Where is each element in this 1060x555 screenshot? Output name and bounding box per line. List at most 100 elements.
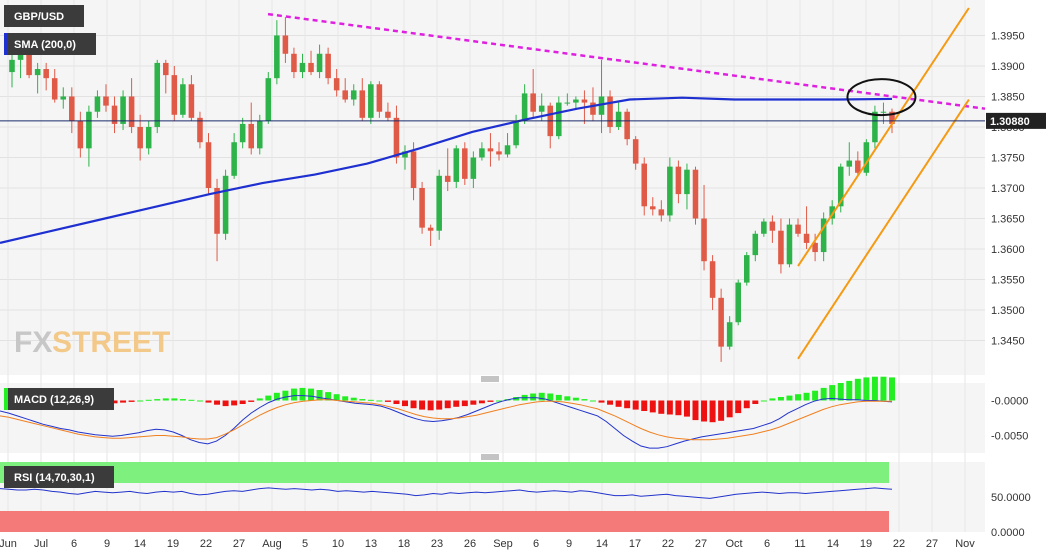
x-tick-label: Aug bbox=[262, 538, 282, 550]
candle-body bbox=[573, 99, 579, 103]
candle-body bbox=[282, 35, 289, 54]
sma-color-swatch bbox=[4, 33, 8, 55]
candle-body bbox=[462, 148, 468, 179]
candle-body bbox=[521, 93, 528, 121]
macd-histogram-bar bbox=[478, 400, 485, 404]
macd-histogram-bar bbox=[572, 397, 579, 401]
x-tick-label: 9 bbox=[566, 538, 572, 550]
x-tick-label: 14 bbox=[827, 538, 839, 550]
candle-body bbox=[752, 233, 759, 256]
pane-resize-handle-1[interactable] bbox=[481, 376, 499, 382]
descending-trendline bbox=[267, 12, 986, 110]
macd-histogram-bar bbox=[461, 400, 468, 407]
pane-resize-handle-2[interactable] bbox=[481, 454, 499, 460]
candle-body bbox=[709, 261, 716, 298]
macd-histogram-bar bbox=[786, 395, 793, 401]
macd-histogram-bar bbox=[871, 376, 878, 401]
macd-tag[interactable]: MACD (12,26,9) bbox=[4, 388, 114, 410]
macd-histogram-bar bbox=[760, 400, 767, 402]
candle-body bbox=[444, 175, 451, 182]
x-tick-label: Sep bbox=[493, 538, 513, 550]
macd-histogram-bar bbox=[470, 400, 477, 405]
macd-histogram-bar bbox=[666, 400, 673, 415]
x-tick-label: 22 bbox=[893, 538, 905, 550]
x-tick-label: 22 bbox=[662, 538, 674, 550]
macd-histogram-bar bbox=[538, 392, 545, 401]
candle-body bbox=[86, 111, 92, 149]
candle-body bbox=[726, 322, 733, 347]
sma-tag[interactable]: SMA (200,0) bbox=[4, 33, 96, 55]
candle-body bbox=[427, 227, 434, 231]
candle-body bbox=[590, 102, 596, 115]
candle-body bbox=[325, 53, 331, 79]
candle-body bbox=[786, 224, 793, 265]
candle-body bbox=[9, 59, 15, 73]
channel-upper-line bbox=[797, 7, 970, 267]
candle-body bbox=[598, 96, 605, 115]
macd-label: MACD (12,26,9) bbox=[14, 394, 94, 406]
last-price-value: 1.30880 bbox=[990, 116, 1030, 128]
candle-body bbox=[180, 84, 186, 115]
macd-histogram-bar bbox=[222, 400, 229, 407]
x-tick-label: 6 bbox=[71, 538, 77, 550]
macd-tag-bg bbox=[4, 388, 114, 410]
candle-body bbox=[496, 151, 502, 155]
macd-histogram-bar bbox=[743, 400, 750, 409]
candle-body bbox=[274, 35, 280, 79]
macd-histogram-bar bbox=[701, 400, 708, 422]
candle-body bbox=[607, 96, 613, 127]
candle-body bbox=[120, 96, 126, 124]
candle-body bbox=[231, 142, 237, 176]
price-tick-label: 1.3650 bbox=[991, 214, 1025, 226]
macd-histogram-bar bbox=[641, 400, 648, 411]
symbol-tag[interactable]: GBP/USD bbox=[4, 5, 84, 27]
candle-body bbox=[820, 218, 827, 253]
macd-histogram-bar bbox=[410, 400, 417, 409]
macd-histogram-bar bbox=[453, 400, 460, 407]
candle-body bbox=[846, 160, 853, 167]
candle-body bbox=[34, 69, 41, 76]
candle-body bbox=[863, 142, 870, 173]
candle-body bbox=[308, 62, 314, 73]
x-tick-label: Jul bbox=[34, 538, 48, 550]
x-tick-label: 6 bbox=[764, 538, 770, 550]
macd-histogram-bar bbox=[530, 393, 537, 401]
candle-body bbox=[17, 53, 24, 60]
rsi-series bbox=[0, 462, 893, 532]
macd-histogram-bar bbox=[820, 387, 827, 401]
macd-pane[interactable] bbox=[0, 383, 985, 453]
rsi-tag[interactable]: RSI (14,70,30,1) bbox=[4, 466, 114, 488]
macd-histogram-bar bbox=[718, 400, 725, 421]
axis-labels: 1.39501.39001.38501.38001.37501.37001.36… bbox=[0, 30, 1031, 550]
highlight-circle bbox=[846, 78, 917, 117]
macd-histogram-bar bbox=[120, 400, 127, 403]
candle-body bbox=[778, 230, 784, 265]
macd-histogram-bar bbox=[256, 398, 263, 401]
x-tick-label: 6 bbox=[533, 538, 539, 550]
x-tick-label: Oct bbox=[725, 538, 742, 550]
candle-body bbox=[222, 175, 229, 234]
candle-body bbox=[103, 96, 109, 106]
macd-histogram-bar bbox=[359, 399, 366, 401]
x-tick-label: 10 bbox=[332, 538, 344, 550]
rsi-tick-label: 0.0000 bbox=[991, 527, 1025, 539]
macd-histogram-bar bbox=[367, 399, 374, 401]
candle-body bbox=[684, 169, 690, 195]
macd-histogram-bar bbox=[393, 400, 400, 404]
candle-body bbox=[197, 117, 203, 143]
candle-body bbox=[513, 120, 519, 146]
macd-histogram-bar bbox=[769, 398, 776, 401]
candle-body bbox=[299, 62, 306, 73]
macd-histogram-bar bbox=[273, 392, 280, 401]
x-tick-label: 26 bbox=[464, 538, 476, 550]
x-tick-label: 19 bbox=[167, 538, 179, 550]
candle-body bbox=[650, 206, 656, 210]
overlay-lines bbox=[0, 7, 986, 360]
price-tick-label: 1.3500 bbox=[991, 305, 1025, 317]
macd-histogram-bar bbox=[589, 400, 596, 402]
macd-histogram-bar bbox=[880, 376, 887, 401]
x-tick-label: 9 bbox=[104, 538, 110, 550]
macd-histogram-bar bbox=[145, 399, 152, 401]
rsi-line bbox=[0, 487, 893, 499]
candle-body bbox=[393, 117, 400, 158]
